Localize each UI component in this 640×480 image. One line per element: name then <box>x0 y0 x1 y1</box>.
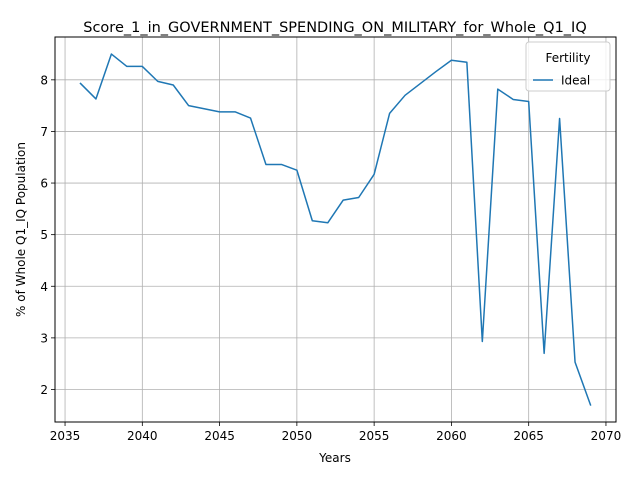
y-tick-label: 6 <box>40 177 48 191</box>
y-tick-label: 5 <box>40 228 48 242</box>
x-axis-label: Years <box>318 451 351 465</box>
x-axis-ticks: 2035 2040 2045 2050 2055 2060 2065 2070 <box>50 422 621 443</box>
series-lines <box>79 53 592 406</box>
gridlines <box>55 37 616 422</box>
chart-title: Score_1_in_GOVERNMENT_SPENDING_ON_MILITA… <box>83 20 586 36</box>
legend-box <box>525 41 611 92</box>
y-tick-label: 3 <box>40 331 48 345</box>
x-tick-label: 2070 <box>591 429 622 443</box>
legend: Fertility Ideal <box>525 41 611 92</box>
x-tick-label: 2065 <box>513 429 544 443</box>
x-tick-label: 2035 <box>50 429 81 443</box>
x-tick-label: 2055 <box>359 429 390 443</box>
x-tick-label: 2050 <box>282 429 313 443</box>
legend-title: Fertility <box>545 51 590 65</box>
series-line-ideal <box>79 53 592 406</box>
y-tick-label: 7 <box>40 125 48 139</box>
y-tick-label: 8 <box>40 73 48 87</box>
y-tick-label: 2 <box>40 383 48 397</box>
x-tick-label: 2060 <box>436 429 467 443</box>
x-tick-label: 2040 <box>127 429 158 443</box>
x-tick-label: 2045 <box>204 429 235 443</box>
y-axis-label: % of Whole Q1_IQ Population <box>14 142 28 317</box>
y-axis-ticks: 2 3 4 5 6 7 8 <box>40 73 55 397</box>
y-tick-label: 4 <box>40 280 48 294</box>
legend-entry-label: Ideal <box>561 74 590 88</box>
plot-frame <box>54 36 617 423</box>
